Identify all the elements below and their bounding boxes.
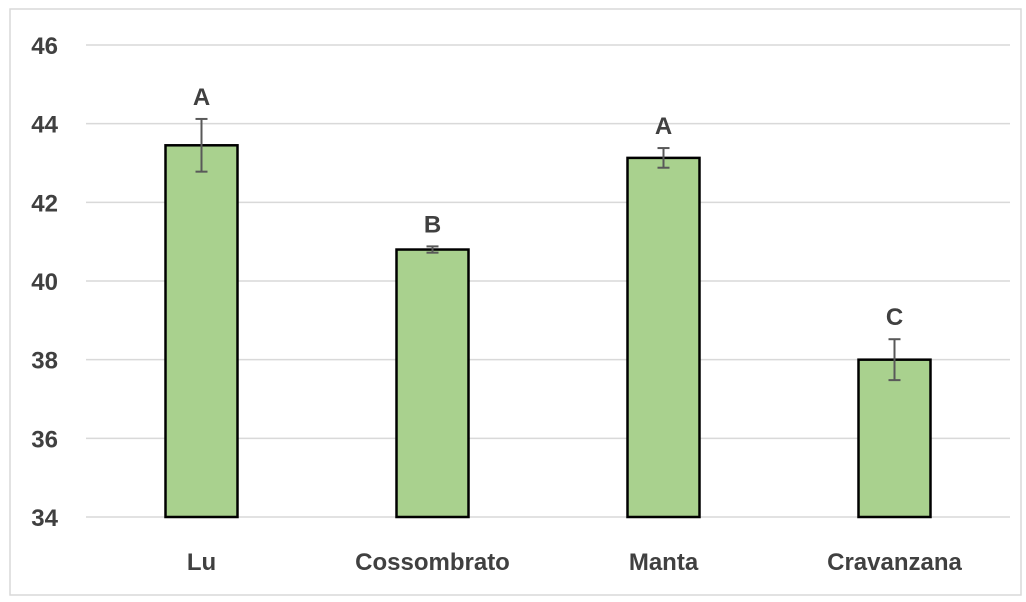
- significance-label: B: [424, 211, 441, 238]
- error-bar: [195, 117, 208, 173]
- y-tick-label: 40: [31, 269, 58, 296]
- bar: [626, 156, 701, 519]
- x-tick-label: Cravanzana: [827, 549, 962, 576]
- error-bars: [195, 117, 901, 382]
- bar: [857, 358, 932, 519]
- significance-labels: A B A C: [193, 84, 903, 331]
- significance-label: A: [193, 84, 210, 111]
- error-bar: [888, 338, 901, 382]
- x-tick-label: Lu: [187, 549, 216, 576]
- x-tick-label: Cossombrato: [355, 549, 510, 576]
- y-axis-tick-labels: 34 36 38 40 42 44 46: [31, 33, 58, 532]
- significance-label: C: [886, 304, 903, 331]
- y-tick-label: 36: [31, 426, 58, 453]
- bar: [164, 144, 239, 519]
- y-tick-label: 42: [31, 190, 58, 217]
- bar: [395, 248, 470, 519]
- x-axis-tick-labels: Lu Cossombrato Manta Cravanzana: [187, 549, 963, 576]
- y-tick-label: 34: [31, 505, 58, 532]
- gridlines: [86, 44, 1010, 518]
- x-tick-label: Manta: [629, 549, 699, 576]
- error-bar: [657, 147, 670, 169]
- y-tick-label: 46: [31, 33, 58, 60]
- error-bar: [426, 245, 439, 254]
- significance-label: A: [655, 113, 672, 140]
- y-tick-label: 38: [31, 348, 58, 375]
- bars: [164, 144, 932, 519]
- y-tick-label: 44: [31, 112, 58, 139]
